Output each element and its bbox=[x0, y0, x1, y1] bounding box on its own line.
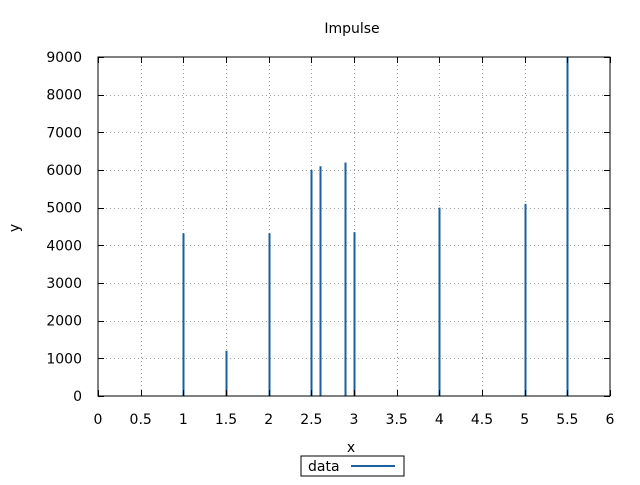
y-tick-label: 4000 bbox=[46, 238, 82, 254]
x-tick-label: 3 bbox=[350, 412, 359, 428]
x-tick-label: 0 bbox=[94, 412, 103, 428]
y-tick-label: 3000 bbox=[46, 276, 82, 292]
y-tick-label: 7000 bbox=[46, 125, 82, 141]
x-tick-label: 2.5 bbox=[300, 412, 322, 428]
chart-title: Impulse bbox=[324, 21, 379, 37]
x-tick-label: 2 bbox=[264, 412, 273, 428]
x-tick-labels: 0 0.5 1 1.5 2 2.5 3 3.5 4 4.5 5 5.5 6 bbox=[94, 412, 615, 428]
x-tick-label: 4 bbox=[435, 412, 444, 428]
x-tick-label: 3.5 bbox=[386, 412, 408, 428]
legend-label: data bbox=[308, 459, 340, 475]
y-tick-label: 2000 bbox=[46, 314, 82, 330]
y-tick-label: 9000 bbox=[46, 50, 82, 66]
y-tick-label: 6000 bbox=[46, 163, 82, 179]
x-axis-label: x bbox=[347, 440, 355, 456]
x-tick-label: 1.5 bbox=[215, 412, 237, 428]
x-tick-label: 6 bbox=[606, 412, 615, 428]
y-tick-label: 5000 bbox=[46, 201, 82, 217]
y-axis-label: y bbox=[7, 224, 23, 232]
impulse-series bbox=[182, 57, 569, 396]
x-tick-label: 1 bbox=[179, 412, 188, 428]
x-tick-label: 5.5 bbox=[556, 412, 578, 428]
x-tick-label: 4.5 bbox=[471, 412, 493, 428]
x-tick-label: 0.5 bbox=[130, 412, 152, 428]
x-tick-label: 5 bbox=[520, 412, 529, 428]
y-tick-labels: 0 1000 2000 3000 4000 5000 6000 7000 8000 9000 bbox=[46, 50, 82, 405]
axis-ticks bbox=[98, 57, 611, 397]
y-tick-label: 1000 bbox=[46, 351, 82, 367]
legend: data bbox=[300, 455, 405, 477]
y-tick-label: 0 bbox=[73, 389, 82, 405]
y-tick-label: 8000 bbox=[46, 88, 82, 104]
